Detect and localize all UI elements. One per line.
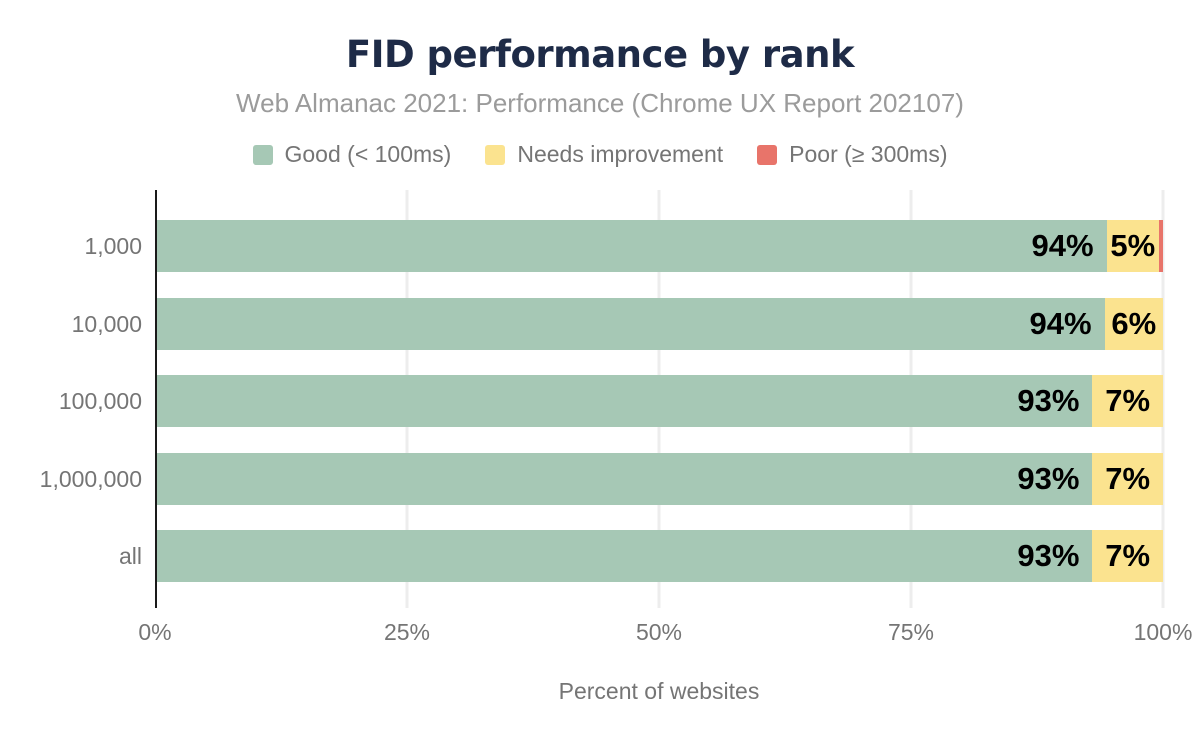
x-axis-tick-label: 100% [1133, 619, 1193, 645]
bar-segment-needs-improvement: 5% [1106, 220, 1159, 272]
bar-value-label: 7% [1105, 460, 1151, 496]
bar-segment-needs-improvement: 7% [1092, 375, 1163, 427]
bar-row: 94% 6% [155, 297, 1163, 350]
legend-swatch-good [252, 144, 273, 165]
bar-value-label: 94% [1031, 228, 1094, 263]
bar-segment-needs-improvement: 7% [1092, 530, 1163, 582]
legend-swatch-poor [757, 144, 778, 165]
bar-segment-good: 93% [155, 530, 1093, 582]
bar-row: 93% 7% [155, 530, 1163, 582]
bar-value-label: 94% [1029, 305, 1092, 341]
x-axis-tick-label: 50% [635, 619, 683, 645]
bar-value-label: 6% [1111, 305, 1157, 341]
y-axis-line [155, 190, 157, 608]
y-axis-label: 1,000,000 [39, 465, 142, 492]
bar-segment-good: 94% [155, 297, 1105, 350]
bar-segment-good: 94% [155, 220, 1107, 272]
bar-value-label: 93% [1017, 460, 1080, 496]
bar-row: 93% 7% [155, 375, 1163, 427]
bar-segment-poor [1158, 220, 1163, 272]
bar-segment-good: 93% [155, 452, 1093, 505]
legend-item-needs-improvement: Needs improvement [485, 141, 723, 168]
chart-subtitle: Web Almanac 2021: Performance (Chrome UX… [236, 88, 964, 118]
bar-row: 93% 7% [155, 452, 1163, 505]
bar-row: 94% 5% [155, 220, 1163, 272]
legend-swatch-needs-improvement [485, 144, 506, 165]
bar-value-label: 7% [1105, 538, 1151, 573]
bar-segment-good: 93% [155, 375, 1093, 427]
legend-label: Good (< 100ms) [284, 141, 452, 167]
y-axis-label: 100,000 [58, 388, 142, 414]
gridline [1161, 190, 1165, 608]
bar-value-label: 93% [1017, 538, 1080, 573]
legend-label: Poor (≥ 300ms) [789, 141, 948, 167]
bar-value-label: 93% [1017, 383, 1080, 418]
legend-label: Needs improvement [517, 141, 724, 167]
x-axis-tick-label: 75% [887, 619, 935, 645]
legend: Good (< 100ms) Needs improvement Poor (≥ 3… [0, 141, 1200, 168]
bar-value-label: 7% [1105, 383, 1151, 418]
x-axis-tick-label: 25% [383, 619, 431, 645]
legend-item-good: Good (< 100ms) [252, 141, 452, 168]
x-axis-title: Percent of websites [558, 678, 760, 704]
legend-item-poor: Poor (≥ 300ms) [757, 141, 948, 168]
bar-segment-needs-improvement: 6% [1104, 297, 1163, 350]
y-axis-label: 10,000 [71, 310, 142, 337]
bar-value-label: 5% [1110, 228, 1156, 263]
plot-area: Percent of websites 94% 5% 1,000 94% 6% 10,00… [40, 190, 1192, 704]
y-axis-label: 1,000 [84, 233, 142, 259]
y-axis-label: all [118, 543, 142, 569]
x-axis-tick-label: 0% [138, 619, 172, 645]
bar-segment-needs-improvement: 7% [1092, 452, 1163, 505]
chart-title: FID performance by rank [345, 33, 855, 76]
